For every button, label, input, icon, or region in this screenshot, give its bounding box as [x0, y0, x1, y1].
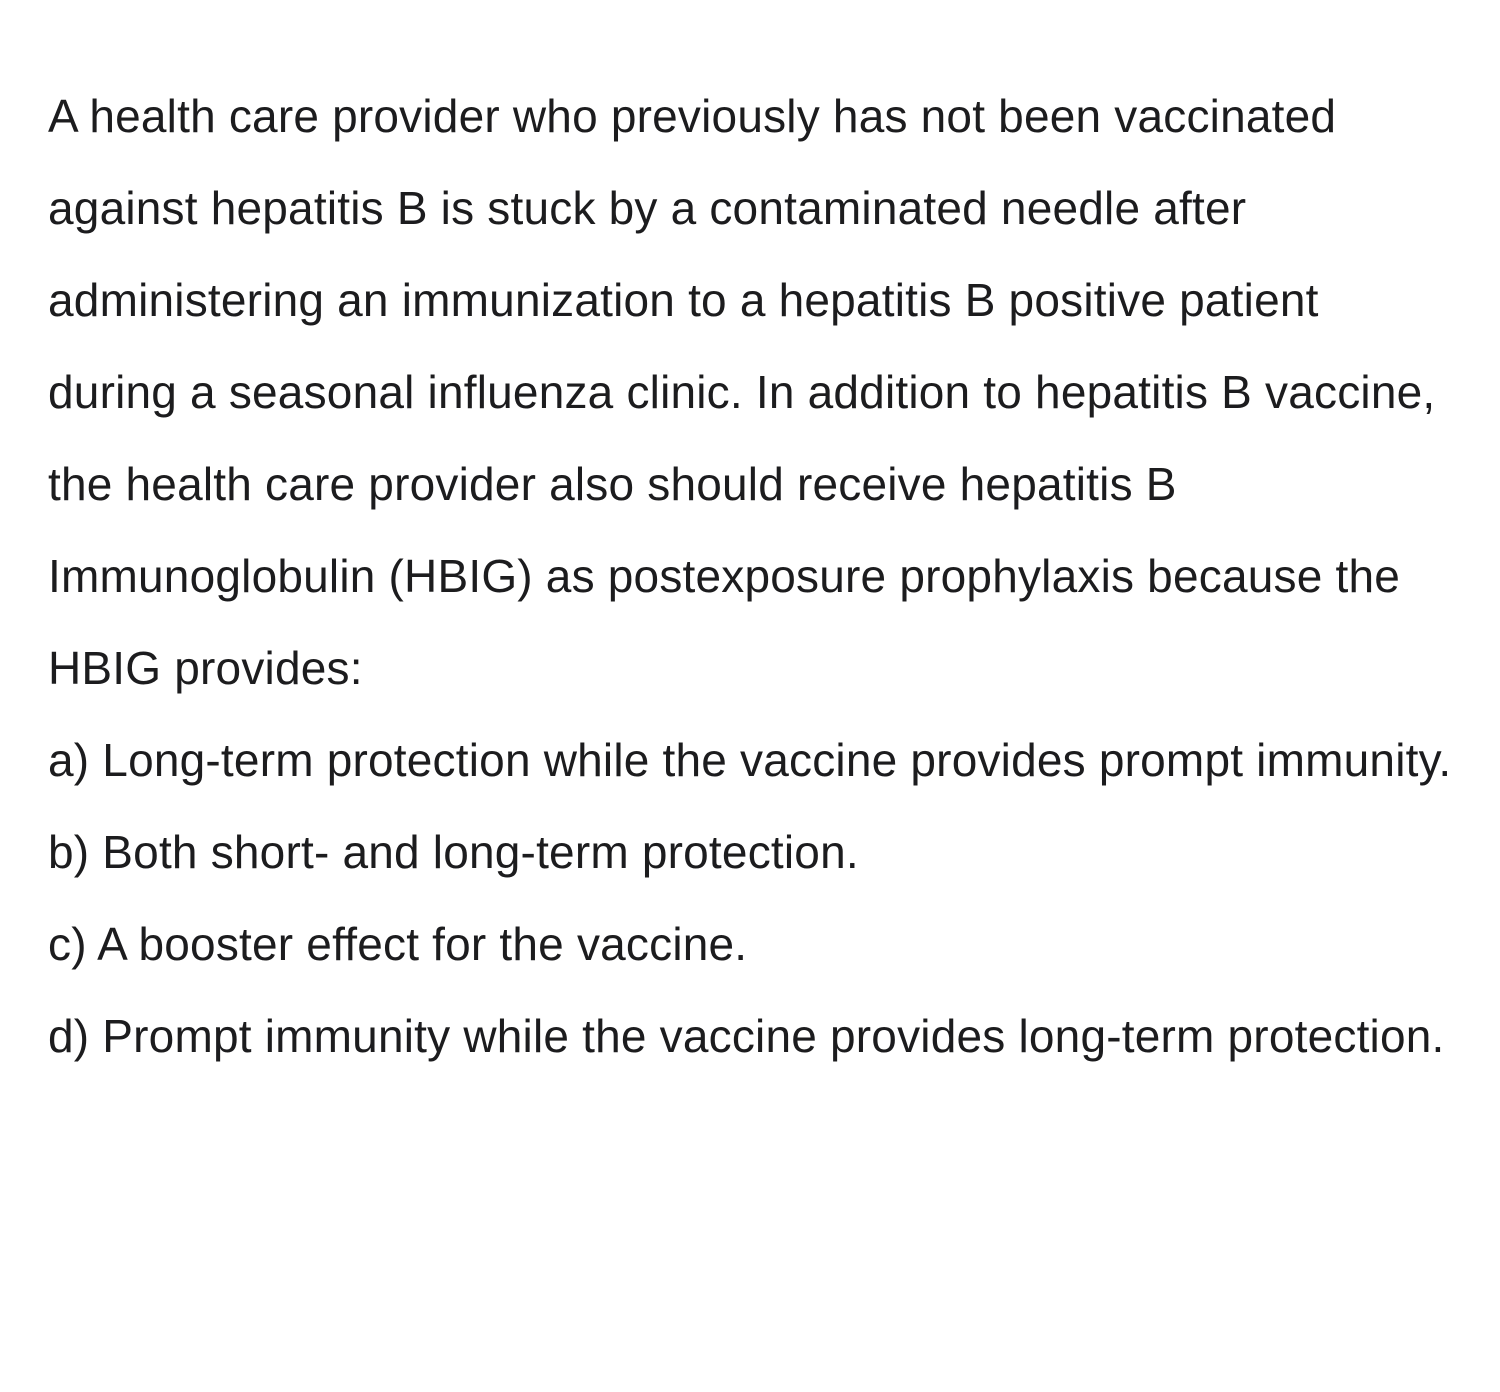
answer-option-a: a) Long-term protection while the vaccin… [48, 714, 1452, 806]
answer-option-d: d) Prompt immunity while the vaccine pro… [48, 990, 1452, 1082]
answer-option-c: c) A booster effect for the vaccine. [48, 898, 1452, 990]
question-container: A health care provider who previously ha… [48, 70, 1452, 1082]
answer-option-b: b) Both short- and long-term protection. [48, 806, 1452, 898]
question-stem: A health care provider who previously ha… [48, 70, 1452, 714]
